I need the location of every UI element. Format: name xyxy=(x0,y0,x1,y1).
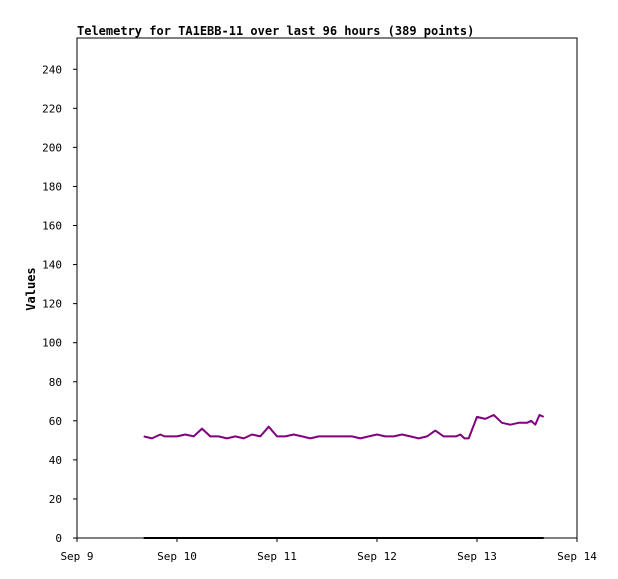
x-tick-label: Sep 13 xyxy=(457,550,497,563)
plot-area xyxy=(76,37,578,539)
y-tick-label: 80 xyxy=(49,376,62,389)
y-tick-label: 220 xyxy=(42,102,62,115)
y-tick-label: 160 xyxy=(42,220,62,233)
y-axis: 0 20 40 60 80 100 120 140 160 180 200 220 240 xyxy=(42,63,77,545)
y-tick-label: 40 xyxy=(49,454,62,467)
y-tick-label: 240 xyxy=(42,63,62,76)
y-axis-label: Values xyxy=(24,267,38,310)
series-line-1 xyxy=(143,414,545,440)
y-tick-label: 0 xyxy=(55,532,62,545)
y-tick-label: 20 xyxy=(49,493,62,506)
x-tick-label: Sep 9 xyxy=(60,550,93,563)
x-axis: Sep 9 Sep 10 Sep 11 Sep 12 Sep 13 Sep 14 xyxy=(60,538,597,563)
x-tick-label: Sep 12 xyxy=(357,550,397,563)
series-layer xyxy=(143,414,545,539)
x-tick-label: Sep 14 xyxy=(557,550,597,563)
chart-title: Telemetry for TA1EBB-11 over last 96 hou… xyxy=(77,24,474,38)
x-tick-label: Sep 11 xyxy=(257,550,297,563)
y-tick-label: 200 xyxy=(42,141,62,154)
y-tick-label: 100 xyxy=(42,337,62,350)
x-tick-label: Sep 10 xyxy=(157,550,197,563)
y-tick-label: 140 xyxy=(42,259,62,272)
y-tick-label: 120 xyxy=(42,298,62,311)
y-tick-label: 60 xyxy=(49,415,62,428)
y-tick-label: 180 xyxy=(42,180,62,193)
